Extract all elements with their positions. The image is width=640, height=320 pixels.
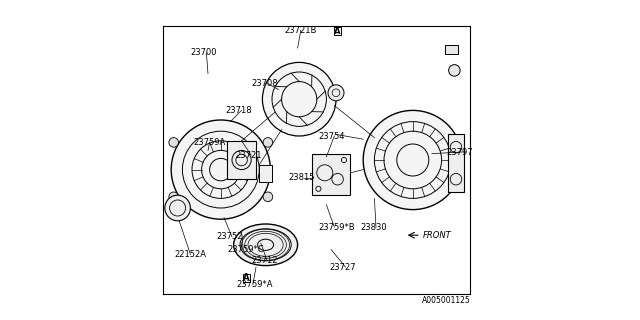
Text: 23727: 23727 — [330, 263, 356, 272]
Text: 23700: 23700 — [191, 48, 217, 57]
Text: 23708: 23708 — [251, 79, 278, 88]
Ellipse shape — [234, 224, 298, 266]
Text: 23759A: 23759A — [193, 138, 226, 147]
Text: 23797: 23797 — [447, 148, 473, 156]
Text: 23759*A: 23759*A — [237, 280, 273, 289]
Circle shape — [328, 85, 344, 101]
Bar — [259, 165, 272, 182]
Text: 23759*C: 23759*C — [227, 245, 264, 254]
Text: A: A — [334, 27, 341, 36]
Bar — [243, 274, 250, 282]
Circle shape — [169, 138, 179, 147]
Circle shape — [172, 120, 271, 219]
Text: A005001125: A005001125 — [422, 296, 470, 305]
Circle shape — [164, 195, 191, 221]
Text: 23830: 23830 — [360, 223, 387, 232]
Text: FRONT: FRONT — [422, 231, 451, 240]
Text: A: A — [243, 273, 250, 282]
Text: 23759*B: 23759*B — [319, 223, 355, 232]
Text: 23754: 23754 — [319, 132, 345, 140]
Text: 23721: 23721 — [236, 151, 262, 160]
Text: 23712: 23712 — [251, 256, 278, 265]
Text: 23752: 23752 — [216, 232, 243, 241]
Bar — [448, 134, 464, 192]
Circle shape — [364, 110, 463, 210]
Text: 22152A: 22152A — [174, 250, 206, 259]
Circle shape — [449, 65, 460, 76]
Circle shape — [169, 192, 179, 202]
Circle shape — [263, 192, 273, 202]
Bar — [312, 154, 351, 195]
Text: 23815: 23815 — [288, 173, 314, 182]
Bar — [227, 141, 256, 179]
Bar — [334, 27, 342, 35]
Text: 23721B: 23721B — [285, 26, 317, 35]
Circle shape — [263, 138, 273, 147]
Circle shape — [262, 62, 336, 136]
Text: 23718: 23718 — [226, 106, 252, 115]
Bar — [445, 45, 458, 54]
